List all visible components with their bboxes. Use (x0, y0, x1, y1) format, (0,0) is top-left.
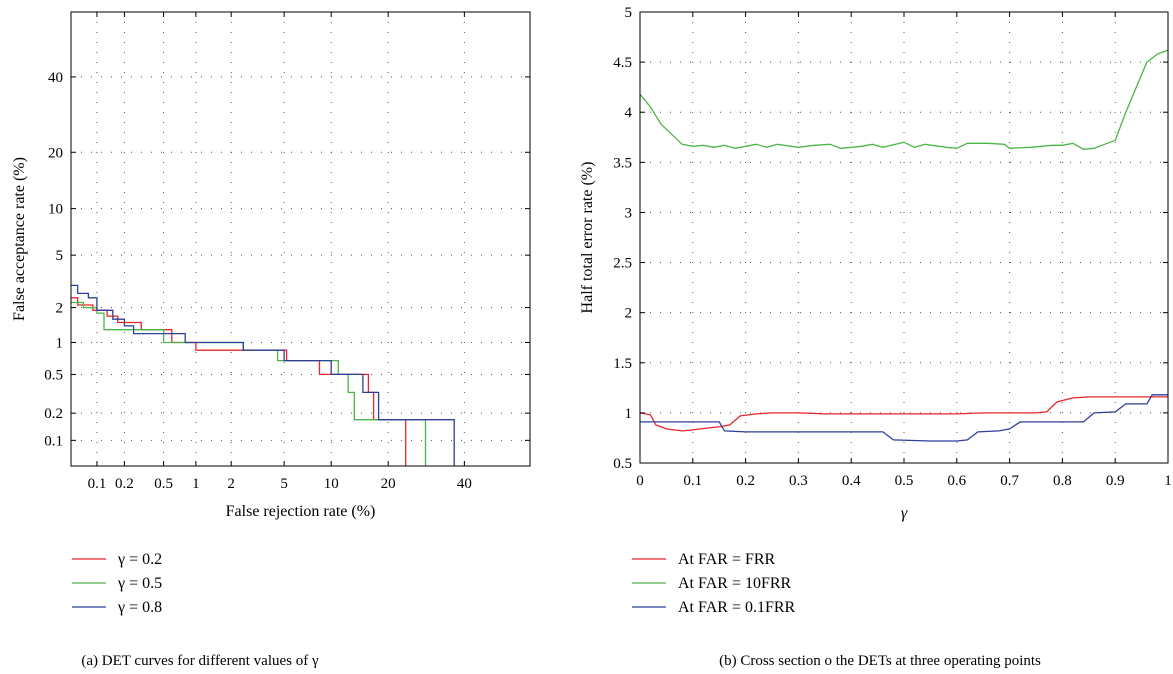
y-tick-label: 5 (56, 248, 64, 264)
y-tick-label: 0.5 (44, 367, 63, 383)
hter-caption: (b) Cross section o the DETs at three op… (719, 653, 1041, 669)
y-tick-label: 1 (625, 406, 633, 422)
series-line-3 (640, 394, 1168, 442)
hter-series-group (639, 49, 1169, 442)
x-tick-label: 0.9 (1106, 473, 1125, 489)
x-tick-label: 0.2 (736, 473, 755, 489)
x-tick-label: 10 (324, 476, 339, 492)
det-legend: γ = 0.2 γ = 0.5 γ = 0.8 (72, 551, 162, 616)
x-tick-label: 0.5 (154, 476, 173, 492)
y-tick-label: 0.5 (613, 456, 632, 472)
x-tick-label: 0 (636, 473, 644, 489)
det-y-axis-label: False acceptance rate (%) (11, 157, 28, 321)
det-y-ticks: 0.1 0.2 0.5 1 2 5 10 20 40 (44, 70, 530, 449)
y-tick-label: 2 (625, 306, 633, 322)
y-tick-label: 1.5 (613, 356, 632, 372)
det-plot-frame (70, 11, 531, 467)
y-tick-label: 20 (48, 145, 63, 161)
det-series-group (71, 284, 455, 466)
series-line-3 (71, 284, 455, 466)
legend-label: γ = 0.8 (117, 599, 162, 616)
x-tick-label: 0.4 (842, 473, 861, 489)
x-tick-label: 20 (381, 476, 396, 492)
y-tick-label: 40 (48, 70, 63, 86)
series-line-2 (639, 49, 1169, 150)
x-tick-label: 0.2 (115, 476, 134, 492)
det-x-axis-label: False rejection rate (%) (226, 503, 376, 520)
legend-label: At FAR = FRR (678, 551, 776, 568)
y-tick-label: 3 (625, 205, 633, 221)
y-tick-label: 1 (56, 335, 64, 351)
x-tick-label: 1 (1164, 473, 1172, 489)
y-tick-label: 0.2 (44, 406, 63, 422)
x-tick-label: 0.5 (895, 473, 914, 489)
det-x-ticks: 0.1 0.2 0.5 1 2 5 10 20 40 (88, 12, 472, 492)
y-tick-label: 3.5 (613, 155, 632, 171)
x-tick-label: 0.7 (1000, 473, 1019, 489)
y-tick-label: 4 (625, 105, 633, 121)
y-tick-label: 2.5 (613, 256, 632, 272)
x-tick-label: 5 (280, 476, 288, 492)
x-tick-label: 0.6 (947, 473, 966, 489)
x-tick-label: 2 (227, 476, 235, 492)
legend-label: γ = 0.5 (117, 575, 162, 592)
hter-grid (639, 11, 1169, 464)
hter-chart: 0 0.1 0.2 0.3 0.4 0.5 0.6 0.7 0.8 0.9 1 0.5 1 1.5 2 2.… (579, 5, 1172, 669)
x-tick-label: 0.1 (683, 473, 702, 489)
series-line-2 (71, 301, 427, 466)
y-tick-label: 0.1 (44, 433, 63, 449)
series-line-1 (639, 396, 1168, 432)
det-caption: (a) DET curves for different values of γ (81, 653, 319, 669)
legend-label: γ = 0.2 (117, 551, 162, 568)
hter-y-axis-label: Half total error rate (%) (579, 162, 596, 314)
x-tick-label: 0.1 (88, 476, 107, 492)
hter-legend: At FAR = FRR At FAR = 10FRR At FAR = 0.1FR… (632, 551, 796, 616)
hter-y-ticks: 0.5 1 1.5 2 2.5 3 3.5 4 4.5 5 (613, 5, 1168, 472)
hter-x-ticks: 0 0.1 0.2 0.3 0.4 0.5 0.6 0.7 0.8 0.9 1 (636, 12, 1172, 489)
hter-plot-frame (639, 11, 1169, 464)
legend-label: At FAR = 0.1FRR (678, 599, 796, 616)
x-tick-label: 0.8 (1053, 473, 1072, 489)
det-chart: 0.1 0.2 0.5 1 2 5 10 20 40 0.1 0.2 0.5 1 2 5 10 20 40 Fa… (11, 11, 531, 669)
x-tick-label: 0.3 (789, 473, 808, 489)
x-tick-label: 1 (192, 476, 200, 492)
det-grid (71, 12, 530, 466)
x-tick-label: 40 (457, 476, 472, 492)
hter-x-axis-label: γ (901, 505, 908, 522)
y-tick-label: 4.5 (613, 55, 632, 71)
y-tick-label: 2 (56, 301, 64, 317)
y-tick-label: 10 (48, 202, 63, 218)
legend-label: At FAR = 10FRR (678, 575, 792, 592)
y-tick-label: 5 (625, 5, 633, 21)
